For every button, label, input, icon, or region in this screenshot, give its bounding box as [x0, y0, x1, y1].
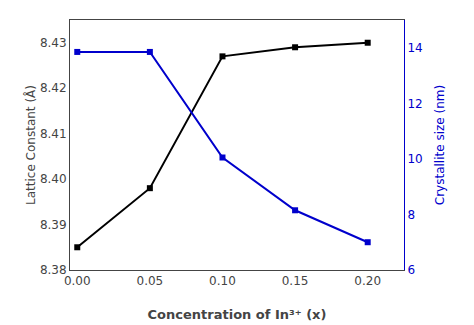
svg-text:8.40: 8.40 [40, 172, 67, 186]
svg-text:8.39: 8.39 [40, 218, 67, 232]
svg-text:Concentration of In³⁺ (x): Concentration of In³⁺ (x) [148, 307, 327, 322]
svg-text:0.05: 0.05 [137, 274, 164, 288]
svg-text:10: 10 [407, 152, 422, 166]
svg-text:8.43: 8.43 [40, 36, 67, 50]
svg-text:0.20: 0.20 [354, 274, 381, 288]
svg-text:12: 12 [407, 97, 422, 111]
svg-text:0.15: 0.15 [282, 274, 309, 288]
svg-text:8: 8 [407, 208, 415, 222]
svg-text:8.42: 8.42 [40, 81, 67, 95]
svg-text:6: 6 [407, 263, 415, 277]
svg-text:0.10: 0.10 [209, 274, 236, 288]
svg-text:8.41: 8.41 [40, 127, 67, 141]
svg-text:Crystallite size (nm): Crystallite size (nm) [433, 85, 447, 205]
svg-text:8.38: 8.38 [40, 263, 67, 277]
svg-text:0.00: 0.00 [64, 274, 91, 288]
svg-text:14: 14 [407, 41, 422, 55]
svg-text:Lattice Constant (Å): Lattice Constant (Å) [23, 85, 38, 205]
